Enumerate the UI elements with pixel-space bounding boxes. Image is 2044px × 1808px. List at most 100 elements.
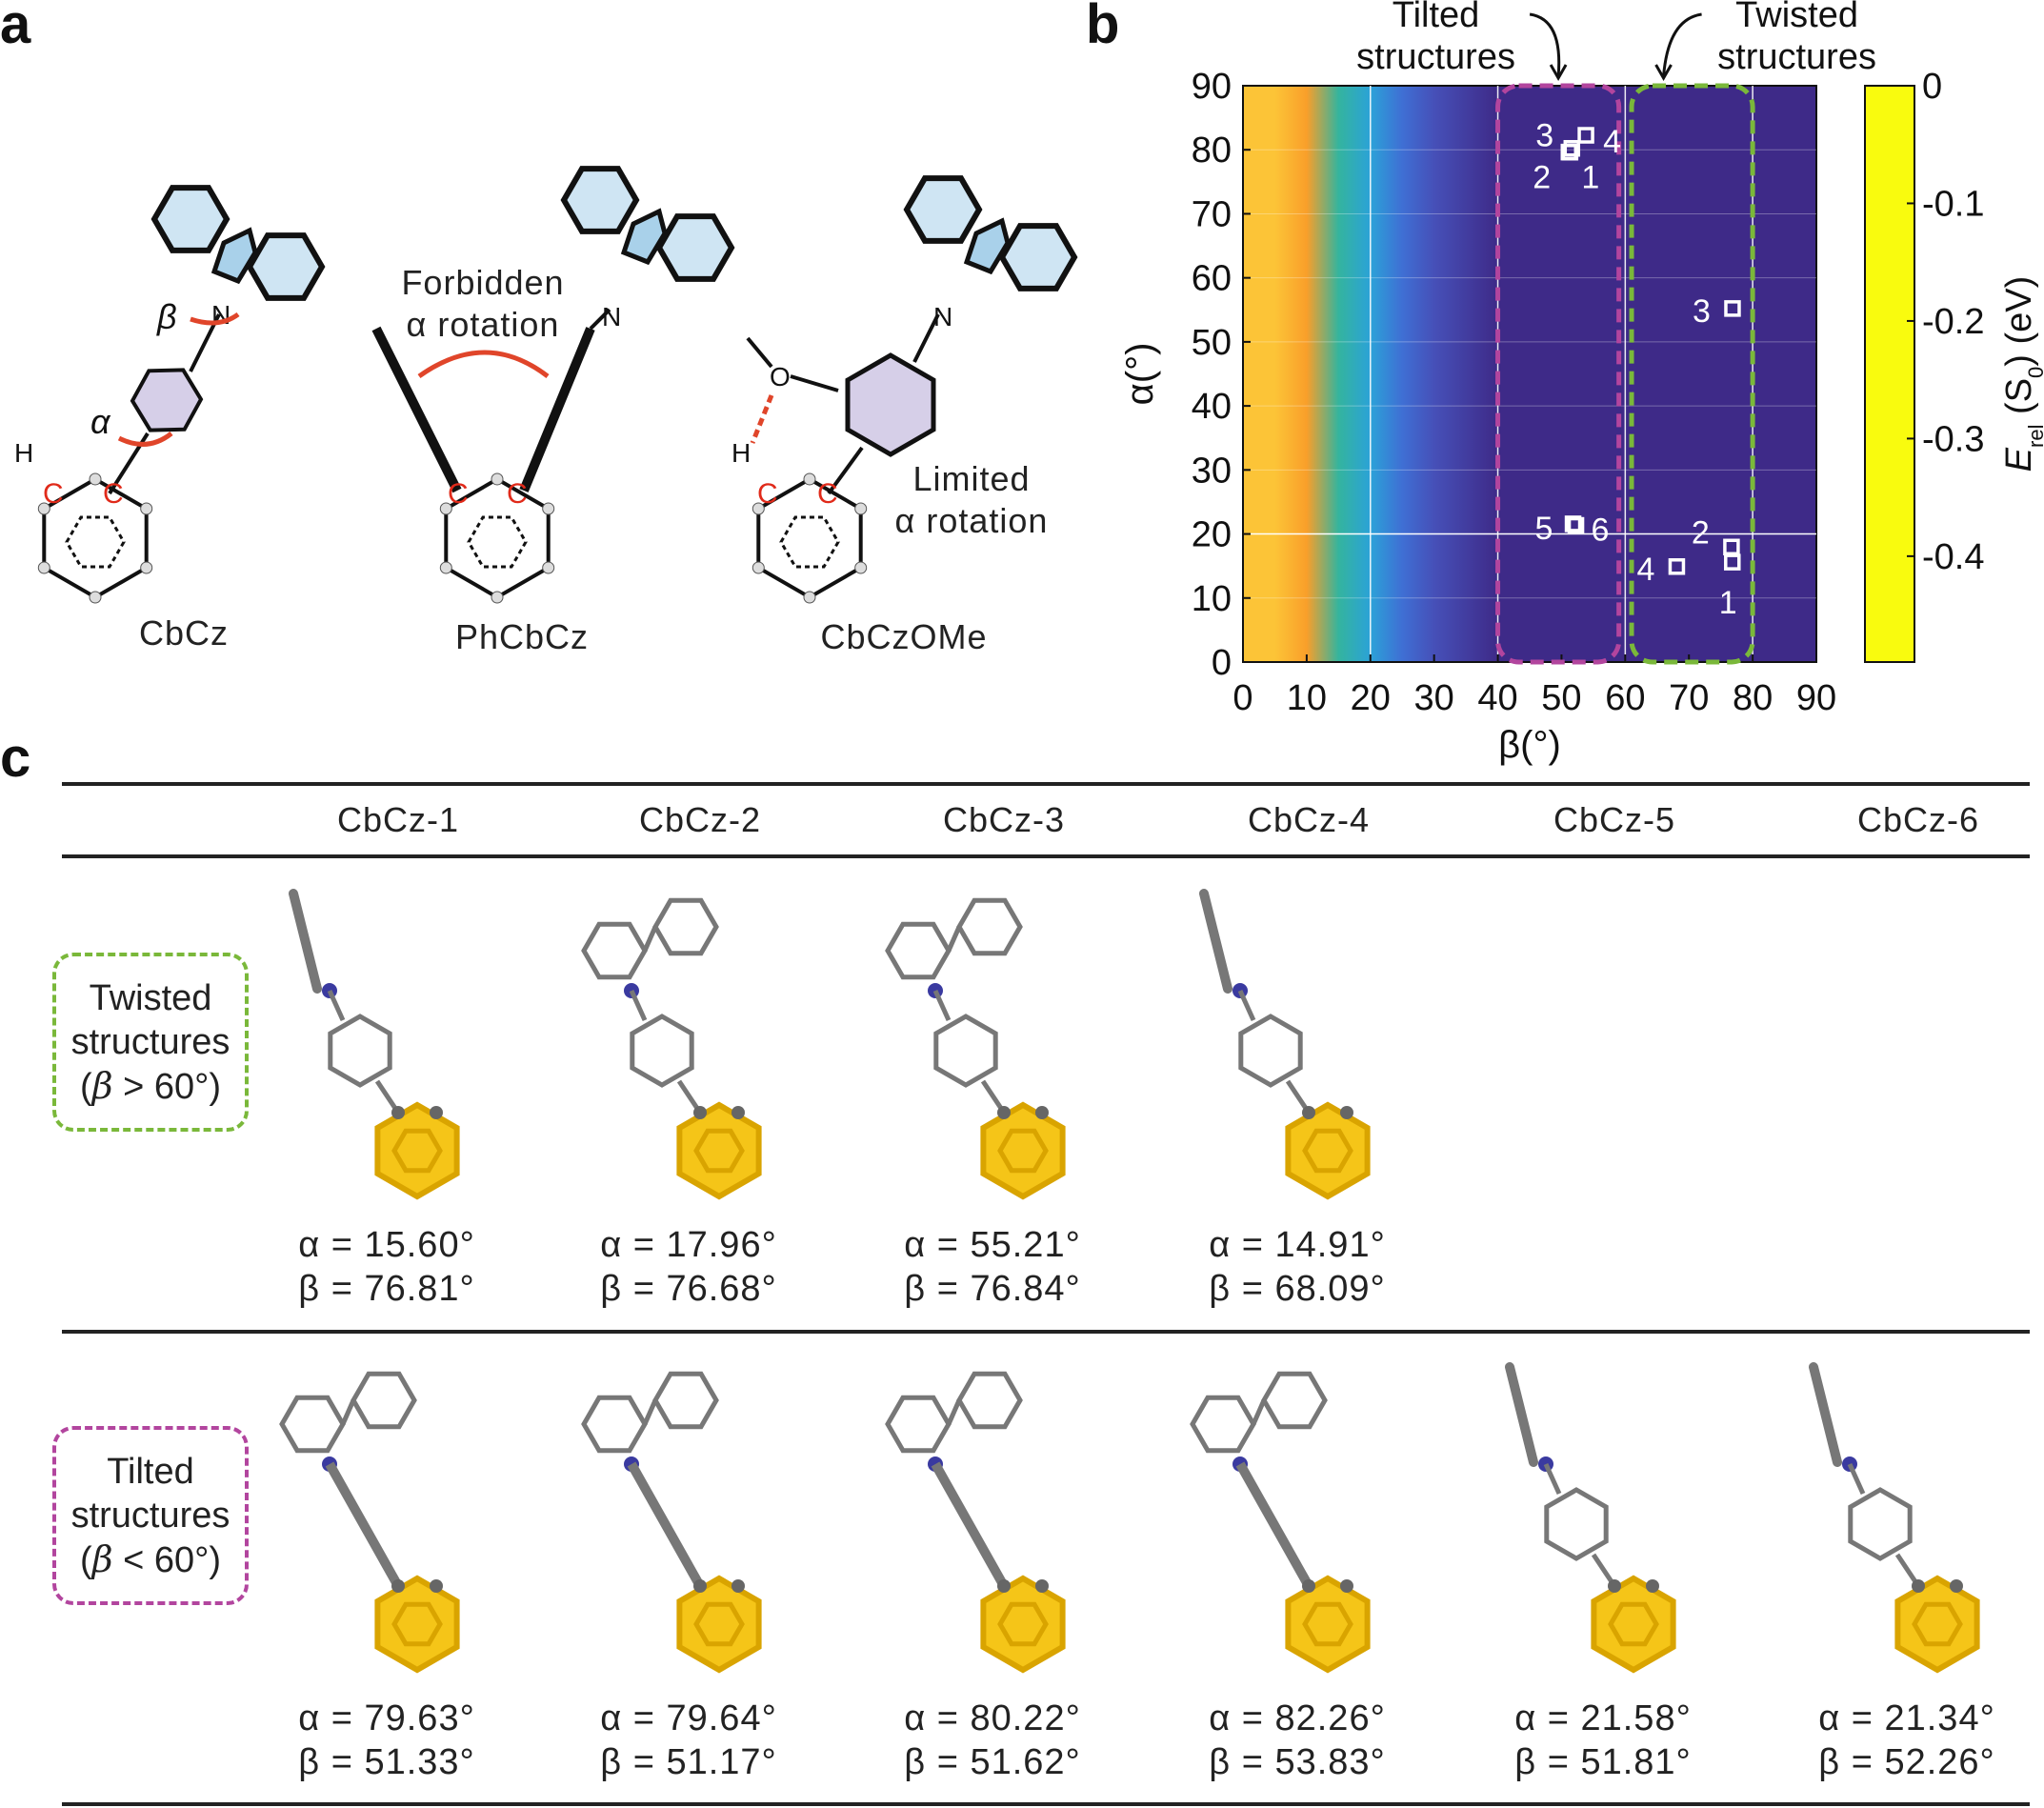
phcbcz-phenyl-edge [371,326,462,493]
molecule [1199,889,1371,1200]
colorbar-label-part: (S [1999,378,2039,425]
angle-values: α = 55.21° β = 76.84° [904,1223,1081,1311]
cbczome-phenyl [845,352,936,457]
beta-angle-label: β [156,297,177,336]
boron-atom [140,561,153,574]
carborane-inner [997,1128,1049,1174]
x-tick-label: 80 [1733,678,1773,718]
carborane-cage [1285,1575,1371,1674]
table-bottom-rule [62,1802,2030,1806]
phenyl-ring [1544,1487,1609,1561]
boron-atom [37,561,50,574]
bond [642,1398,658,1426]
annotation-subtitle: structures [1717,37,1876,77]
angle-values: α = 15.60° β = 76.81° [298,1223,475,1311]
heatmap-surface [1242,85,1817,663]
angle-values: α = 21.34° β = 52.26° [1818,1697,1995,1784]
beta-value: β = 76.84° [904,1269,1081,1309]
phenyl-ring [328,1014,392,1088]
boron-atom [542,502,555,515]
energy-heatmap: 0 10 20 30 40 50 60 70 80 900102030405060708090β(… [1119,0,2044,766]
carborane-inner [391,1601,443,1647]
y-tick-label: 90 [1192,67,1232,107]
carbazole-pyrrole [620,208,668,266]
data-point-label: 3 [1693,293,1711,330]
annotation-title: Twisted [1735,0,1858,35]
annotation-box-twisted [1629,83,1755,665]
carbazole-benzene [560,166,640,234]
carborane-inner [693,1601,745,1647]
x-tick-label: 20 [1351,678,1391,718]
carborane-cage [980,1575,1066,1674]
crystal-structure-image [1190,1371,1371,1674]
carborane-inner [1302,1128,1353,1174]
data-point-twisted [1723,538,1740,556]
carbon-label: C [43,478,64,510]
column-header: CbCz-4 [1247,800,1371,839]
cage-carbon [1035,1579,1049,1593]
cage-carbon [997,1106,1011,1119]
colorbar-label-part: rel [2024,425,2044,448]
carbazole-edge-on [289,889,322,994]
beta-symbol: β [91,1064,113,1107]
column-header: CbCz-1 [336,800,460,839]
carbazole-ring [956,897,1023,956]
bond [946,1398,962,1426]
alpha-angle-label: α [90,402,111,441]
carborane-cage [374,1575,460,1674]
alpha-value: α = 79.64° [600,1698,777,1738]
cage-carbon [1646,1579,1659,1593]
hydrogen-label: H [731,438,751,468]
crystal-structure-image [1505,1362,1676,1674]
crystal-structure-image [289,889,460,1200]
cbcz-cage [37,472,153,604]
cbczome-cage [751,472,868,604]
cbcz-phenyl [130,368,204,432]
alpha-value: α = 80.22° [904,1698,1081,1738]
row-label-twisted: Twisted structures (β > 60°) [52,953,249,1132]
colorbar-label-part: ) (eV) [1999,276,2039,367]
annotation-subtitle: structures [1356,37,1515,77]
beta-value: β = 51.17° [600,1742,777,1782]
boron-atom [803,472,816,486]
y-tick-label: 0 [1212,643,1232,683]
cbczome-carbazole [903,175,1078,291]
carbazole-ring [581,921,648,980]
cbcz-carbazole [150,185,326,301]
carborane-inner [391,1128,443,1174]
cage-inner [779,515,840,569]
angle-values: α = 14.91° β = 68.09° [1209,1223,1386,1311]
carbazole-benzene [150,185,230,253]
nitrogen-label: N [602,302,621,331]
y-tick-label: 50 [1192,323,1232,363]
phcbcz-phenyl2-edge [519,327,595,492]
boron-atom [751,561,765,574]
carborane-inner [693,1128,745,1174]
x-tick-label: 70 [1669,678,1709,718]
data-point-label: 2 [1533,160,1551,196]
angle-values: α = 82.26° β = 53.83° [1209,1697,1386,1784]
carborane-cage [980,1101,1066,1200]
panel-label-c: c [0,727,31,789]
molecule [885,1371,1066,1674]
molecule [1809,1362,1980,1674]
data-point-twisted [1668,558,1686,575]
bond [946,925,962,953]
forbidden-rotation-arrow [417,350,550,379]
bond [1237,989,1256,1022]
carborane-cage [676,1101,762,1200]
data-point-twisted [1724,300,1741,317]
x-tick-label: 10 [1287,678,1327,718]
carbazole-ring [885,921,952,980]
molecule [581,897,762,1200]
y-tick-label: 20 [1192,515,1232,555]
boron-atom [491,472,504,486]
colorbar-label-part: 0 [2024,367,2044,378]
panel-label-a: a [0,0,31,55]
carbazole-ring [652,1371,719,1430]
carbazole-ring [581,1395,648,1454]
boron-atom [439,502,452,515]
y-tick-label: 30 [1192,451,1232,491]
cage-carbon [391,1579,405,1593]
